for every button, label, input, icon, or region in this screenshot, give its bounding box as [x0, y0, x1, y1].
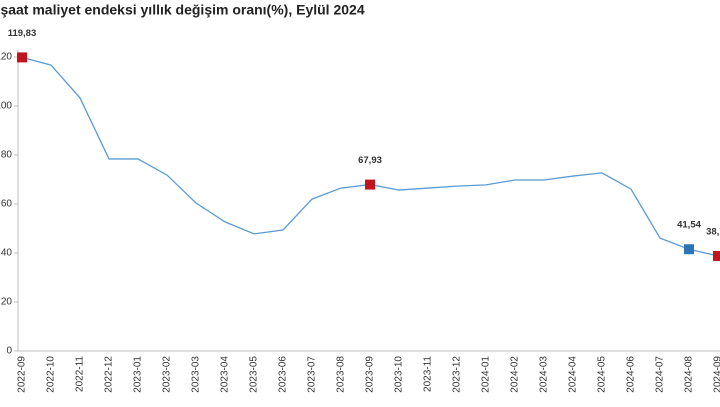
y-tick-label: 0 [6, 346, 12, 357]
y-tick-label: 60 [1, 199, 13, 210]
x-tick-label: 2024-04 [568, 356, 579, 393]
x-tick-label: 2023-10 [394, 356, 405, 393]
x-tick-label: 2023-07 [307, 356, 318, 393]
chart-title: İnşaat maliyet endeksi yıllık değişim or… [0, 2, 365, 18]
x-tick-label: 2023-06 [278, 356, 289, 393]
x-tick-label: 2024-06 [626, 356, 637, 393]
x-tick-label: 2024-03 [539, 356, 550, 393]
x-tick-label: 2024-01 [481, 356, 492, 393]
value-label: 41,54 [677, 220, 701, 231]
y-tick-label: 100 [0, 101, 12, 112]
x-tick-label: 2024-07 [655, 356, 666, 393]
marker [684, 244, 694, 255]
marker [713, 250, 720, 261]
y-tick-label: 80 [1, 150, 13, 161]
x-tick-label: 2022-10 [46, 356, 57, 393]
x-tick-label: 2022-12 [104, 356, 115, 393]
marker [17, 52, 27, 63]
x-tick-label: 2024-05 [597, 356, 608, 393]
x-tick-label: 2023-12 [452, 356, 463, 393]
x-tick-label: 2023-03 [191, 356, 202, 393]
x-tick-label: 2024-08 [684, 356, 695, 393]
x-tick-label: 2023-04 [220, 356, 231, 393]
y-tick-label: 40 [1, 248, 13, 259]
x-tick-label: 2023-05 [249, 356, 260, 393]
marker [365, 179, 375, 190]
x-tick-label: 2024-02 [510, 356, 521, 393]
x-tick-label: 2023-02 [162, 356, 173, 393]
value-label: 67,93 [358, 155, 382, 166]
x-tick-label: 2023-08 [336, 356, 347, 393]
x-tick-label: 2024-09 [713, 356, 720, 393]
value-label: 119,83 [8, 28, 37, 39]
y-tick-label: 20 [1, 297, 13, 308]
x-tick-label: 2023-09 [365, 356, 376, 393]
x-tick-label: 2022-11 [75, 356, 86, 392]
x-tick-label: 2023-11 [423, 356, 434, 392]
value-label: 38,79 [706, 226, 720, 237]
x-tick-label: 2023-01 [133, 356, 144, 393]
x-tick-label: 2022-09 [17, 356, 28, 393]
y-tick-label: 120 [0, 52, 12, 63]
